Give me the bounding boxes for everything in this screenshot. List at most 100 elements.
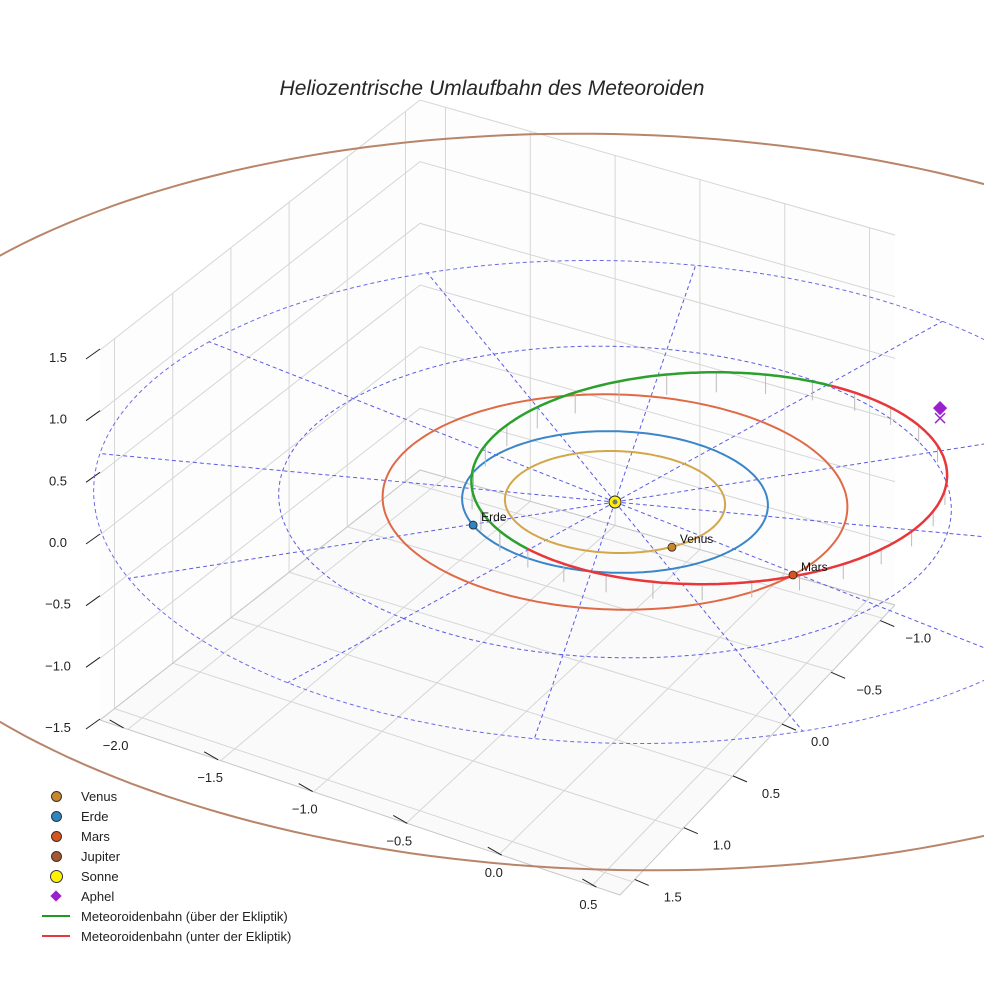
z-tick-label: −1.5 [45, 720, 71, 735]
legend-key [38, 906, 74, 926]
chart-legend: Venus Erde Mars Jupiter Sonne Aphel Meteoroide… [38, 786, 291, 946]
x-gridline-floor [172, 662, 683, 830]
ecliptic-spoke [614, 443, 984, 503]
planet-label: Erde [481, 510, 507, 524]
legend-item: Sonne [38, 866, 291, 886]
y-gridline-floor [127, 476, 446, 730]
x-tick-label: −1.5 [197, 770, 223, 785]
z-tick-mark [85, 656, 101, 668]
legend-item: Erde [38, 806, 291, 826]
legend-marker [50, 850, 62, 862]
orbit-mars [381, 393, 849, 611]
legend-key [38, 846, 74, 866]
legend-item: Jupiter [38, 846, 291, 866]
x-tick-mark [582, 878, 597, 888]
legend-key [38, 826, 74, 846]
z-tick-mark [85, 595, 101, 607]
x-gridline-floor [288, 571, 783, 725]
axis-tick-marks: −2.0 −1.5 −1.0 −0.5 0.0 0.5 −1.0 −0.5 0.0 0.5 1.0 1… [45, 348, 931, 912]
y-gridline-floor [498, 573, 786, 855]
z-tick-label: 1.5 [49, 350, 67, 365]
x-tick-mark [203, 751, 219, 761]
z-gridline [99, 99, 896, 351]
x-tick-mark [487, 846, 503, 856]
legend-marker [42, 915, 70, 917]
x-tick-label: 0.0 [485, 865, 503, 880]
legend-marker [49, 869, 63, 883]
y-tick-label: −1.0 [905, 631, 931, 646]
ecliptic-spoke [426, 272, 616, 503]
legend-label: Mars [81, 828, 110, 844]
planet-label: Mars [801, 560, 828, 574]
legend-item: Aphel [38, 886, 291, 906]
y-tick-mark [683, 827, 699, 835]
y-gridline-floor [406, 549, 701, 824]
legend-item: Meteoroidenbahn (unter der Ekliptik) [38, 926, 291, 946]
legend-key [38, 806, 74, 826]
legend-label: Aphel [81, 888, 115, 904]
ecliptic-spoke [614, 501, 984, 649]
y-gridline-floor [591, 597, 870, 886]
z-gridline [99, 346, 896, 598]
x-gridline-floor [405, 480, 883, 619]
orbit-jupiter [0, 132, 984, 872]
aphel-cross [934, 412, 946, 424]
x-tick-label: −0.5 [386, 833, 412, 848]
legend-key [38, 866, 74, 886]
ecliptic-spoke [614, 320, 943, 503]
x-tick-mark [298, 783, 313, 793]
ecliptic-spoke [99, 453, 616, 503]
x-tick-mark [109, 719, 124, 729]
y-gridline-floor [220, 500, 531, 762]
chart-title: Heliozentrische Umlaufbahn des Meteoroid… [280, 77, 705, 100]
y-tick-label: 1.0 [713, 838, 731, 853]
y-tick-label: 1.5 [664, 889, 682, 904]
legend-label: Jupiter [81, 848, 121, 864]
legend-marker [50, 830, 62, 842]
legend-label: Meteoroidenbahn (über der Ekliptik) [81, 908, 288, 924]
x-tick-label: 0.5 [579, 897, 597, 912]
y-tick-mark [634, 879, 649, 886]
legend-marker [50, 810, 62, 822]
legend-label: Venus [81, 788, 118, 804]
z-tick-label: −0.5 [45, 597, 71, 612]
legend-label: Sonne [81, 868, 119, 884]
y-gridline-floor [313, 525, 616, 793]
y-tick-mark [880, 620, 895, 627]
legend-label: Meteoroidenbahn (unter der Ekliptik) [81, 928, 292, 944]
planet-label: Venus [680, 532, 713, 546]
legend-marker [50, 890, 62, 902]
ecliptic-spoke [614, 501, 804, 732]
legend-key [38, 786, 74, 806]
ecliptic-spoke [209, 341, 616, 503]
z-tick-mark [85, 718, 101, 730]
z-tick-label: −1.0 [45, 658, 71, 673]
x-gridline-floor [230, 617, 733, 777]
z-gridline [99, 222, 896, 474]
legend-marker [42, 935, 70, 937]
x-tick-mark [393, 814, 408, 824]
z-tick-label: 0.5 [49, 473, 67, 488]
z-tick-label: 1.0 [49, 412, 67, 427]
x-tick-label: −1.0 [292, 802, 318, 817]
z-tick-mark [85, 410, 101, 422]
axis-gridlines [99, 99, 896, 896]
floor-back-edge [99, 469, 896, 721]
z-gridline [99, 407, 896, 659]
x-gridline-floor [114, 708, 633, 883]
z-tick-mark [85, 348, 101, 360]
legend-key [38, 886, 74, 906]
ecliptic-spoke [128, 501, 616, 579]
floor-front-edge [99, 604, 896, 896]
y-tick-mark [732, 775, 748, 783]
y-tick-mark [830, 671, 846, 679]
legend-item: Mars [38, 826, 291, 846]
legend-label: Erde [81, 808, 109, 824]
meteoroid-orbit-below [527, 384, 949, 586]
ecliptic-spoke [614, 501, 984, 538]
z-gridline [99, 161, 896, 413]
z-tick-label: 0.0 [49, 535, 67, 550]
legend-item: Meteoroidenbahn (über der Ekliptik) [38, 906, 291, 926]
x-tick-label: −2.0 [103, 738, 129, 753]
